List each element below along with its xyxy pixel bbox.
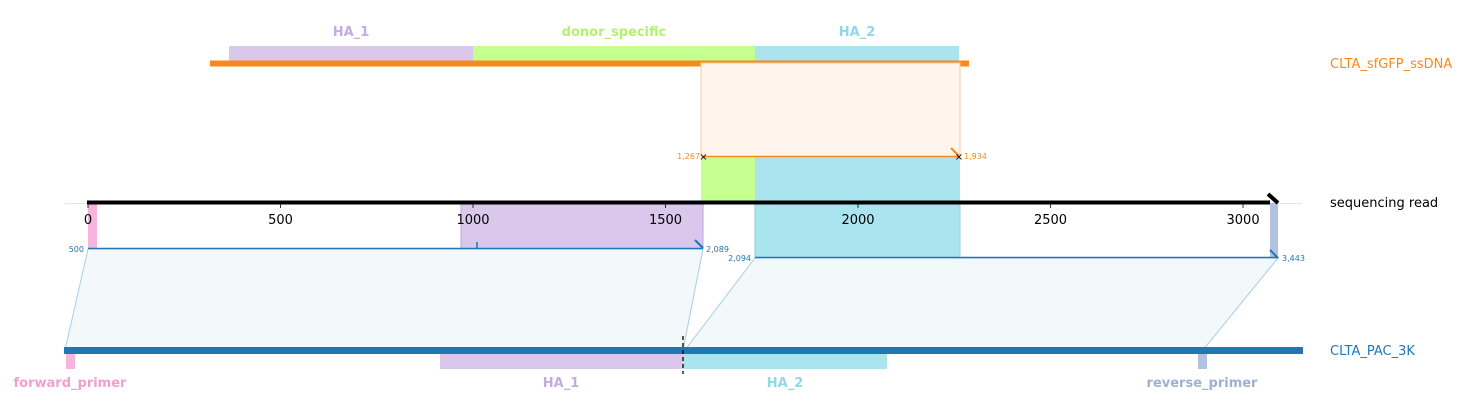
ssdna-alignment: × × 1,267 1,934	[677, 62, 987, 202]
ssdna-ha1-feature	[229, 46, 473, 63]
reference-alignment-1-end-label: 2,089	[706, 245, 729, 254]
read-axis-tick-label: 500	[268, 213, 293, 228]
reference-forward-primer-label: forward_primer	[14, 376, 128, 391]
ssdna-cross-end-icon: ×	[955, 152, 963, 163]
ssdna-ha2-label: HA_2	[839, 25, 876, 40]
read-donor-specific-block	[701, 157, 755, 202]
read-axis-tick-label: 2500	[1034, 213, 1067, 228]
ssdna-donor-specific-label: donor_specific	[562, 25, 667, 40]
read-axis-tick-label: 2000	[841, 213, 874, 228]
ssdna-alignment-start-label: 1,267	[677, 152, 700, 161]
read-ha2-upper-block	[755, 157, 960, 202]
reference-alignment-2-band	[683, 257, 1280, 351]
reference-alignment-1-band	[64, 248, 704, 351]
read-track-label: sequencing read	[1330, 196, 1438, 211]
reference-ha1-label: HA_1	[543, 376, 580, 391]
reference-ha2-block	[683, 350, 887, 369]
ssdna-track-label: CLTA_sfGFP_ssDNA	[1330, 57, 1452, 72]
ssdna-alignment-arrow-icon	[950, 147, 960, 157]
reference-alignment-1-arrow-icon	[694, 239, 704, 249]
reference-alignment-1-start-label: 500	[69, 245, 84, 254]
reference-alignments: 500 2,089 2,094 3,443	[64, 239, 1305, 351]
reference-track: forward_primer HA_1 HA_2 reverse_primer …	[14, 336, 1415, 391]
read-axis-tick-label: 1000	[456, 213, 489, 228]
ssdna-cross-start-icon: ×	[699, 152, 707, 163]
ssdna-alignment-band	[700, 62, 961, 158]
read-axis-tick-label: 1500	[649, 213, 682, 228]
reference-forward-primer-block	[66, 350, 75, 369]
ssdna-donor-specific-feature	[473, 46, 755, 63]
reference-ha1-block	[440, 350, 683, 369]
reference-alignment-2-arrow-icon	[1269, 249, 1279, 259]
reference-track-label: CLTA_PAC_3K	[1330, 344, 1415, 359]
ssdna-track: HA_1 donor_specific HA_2 CLTA_sfGFP_ssDN…	[210, 25, 1452, 72]
reference-reverse-primer-block	[1198, 350, 1207, 369]
read-track: 0 500 1000 1500 2000 2500 3000 sequencing read	[65, 192, 1438, 259]
read-ha2-lower-block	[754, 202, 961, 259]
ssdna-alignment-end-label: 1,934	[964, 152, 987, 161]
reference-alignment-2-start-label: 2,094	[728, 254, 751, 263]
reference-reverse-primer-label: reverse_primer	[1147, 376, 1259, 391]
ssdna-ha1-label: HA_1	[333, 25, 370, 40]
read-forward-primer-block	[88, 203, 97, 249]
read-arrow-icon	[1266, 192, 1280, 205]
read-axis-ticks: 0 500 1000 1500 2000 2500 3000	[84, 204, 1260, 228]
reference-alignment-2-end-label: 3,443	[1282, 254, 1305, 263]
ssdna-ha2-feature	[755, 46, 959, 63]
read-reverse-primer-block	[1270, 203, 1278, 258]
read-axis-tick-label: 3000	[1227, 213, 1260, 228]
read-axis-tick-label: 0	[84, 213, 92, 228]
reference-ha2-label: HA_2	[767, 376, 804, 391]
